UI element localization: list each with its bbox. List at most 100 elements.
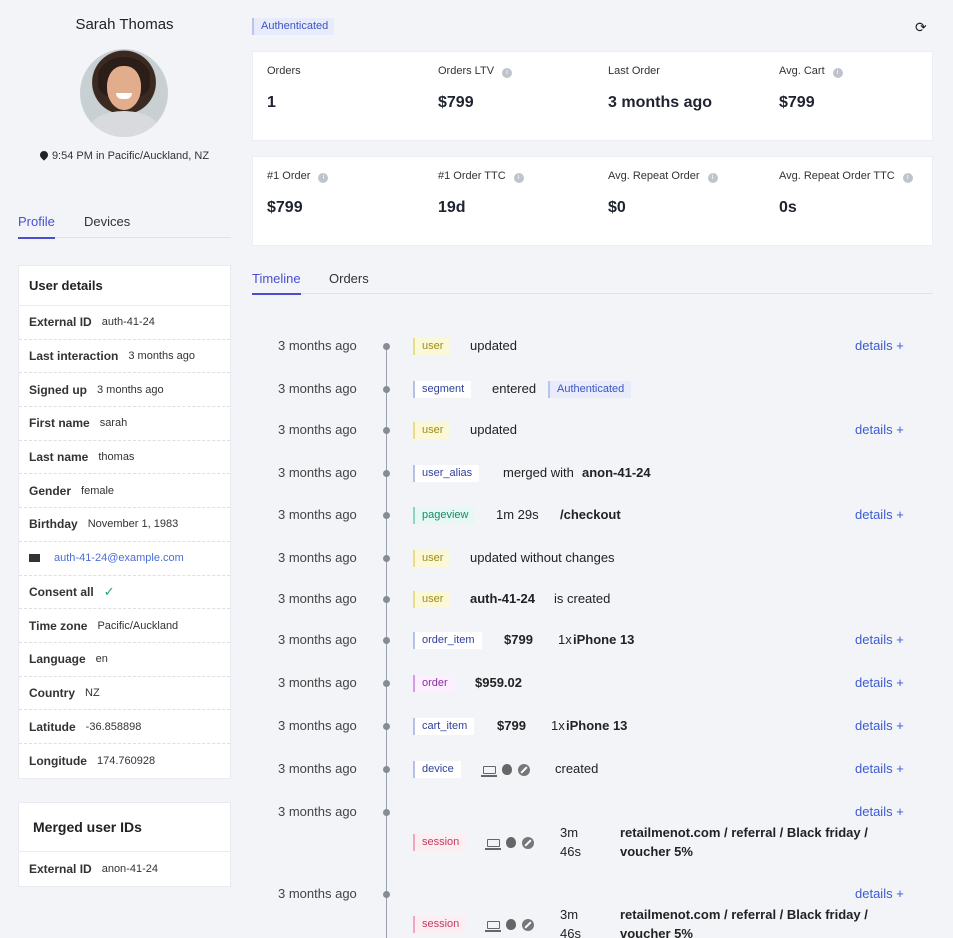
- detail-value: 3 months ago: [97, 383, 164, 396]
- detail-key: Last interaction: [29, 349, 119, 364]
- event-text: updated: [470, 338, 517, 353]
- envelope-icon: [29, 554, 40, 563]
- profile-tabs: Profile Devices: [18, 212, 231, 239]
- safari-icon: [518, 763, 530, 776]
- merged-key: External ID: [29, 861, 92, 876]
- details-link[interactable]: details +: [855, 886, 904, 901]
- event-tag: pageview: [413, 507, 476, 524]
- session-source-line: retailmenot.com / referral / Black frida…: [620, 907, 868, 922]
- device-icons: [481, 761, 536, 779]
- event-tag: user: [413, 338, 451, 355]
- stat-label: Last Order: [608, 65, 660, 77]
- details-link[interactable]: details +: [855, 507, 904, 522]
- laptop-icon: [485, 838, 501, 850]
- tab-profile[interactable]: Profile: [18, 214, 55, 239]
- details-link[interactable]: details +: [855, 675, 904, 690]
- tab-devices[interactable]: Devices: [84, 214, 131, 229]
- timeline-dot: [383, 555, 390, 562]
- info-icon[interactable]: i: [832, 68, 843, 78]
- details-link[interactable]: details +: [855, 338, 904, 353]
- event-text: updated without changes: [470, 550, 615, 565]
- session-duration-seconds: 46s: [560, 844, 581, 859]
- event-tag: user: [413, 550, 451, 567]
- detail-value: en: [95, 653, 108, 666]
- tab-timeline[interactable]: Timeline: [252, 271, 301, 295]
- merged-value: anon-41-24: [101, 862, 158, 875]
- segment-badge: Authenticated: [252, 18, 335, 35]
- stat-label-text: Orders: [267, 65, 301, 77]
- detail-value: NZ: [85, 686, 100, 699]
- stats-card-secondary: #1 Order i $799 #1 Order TTC i 19d Avg. Re…: [252, 156, 933, 246]
- session-source: retailmenot.com / referral / Black frida…: [620, 823, 890, 861]
- timeline-dot: [383, 427, 390, 434]
- event-tag: device: [413, 761, 461, 778]
- email-link[interactable]: auth-41-24@example.com: [54, 552, 184, 565]
- details-link[interactable]: details +: [855, 422, 904, 437]
- detail-row: Longitude 174.760928: [19, 744, 230, 778]
- detail-key: Language: [29, 652, 86, 667]
- device-icons: [485, 916, 540, 934]
- stat-label-text: #1 Order: [267, 170, 311, 182]
- stat-label: Avg. Repeat Order TTC i: [779, 170, 913, 183]
- info-icon[interactable]: i: [502, 68, 513, 78]
- user-details-card: User details External ID auth-41-24 Last …: [18, 265, 231, 779]
- stat-label: #1 Order i: [267, 170, 329, 183]
- stat-value: $799: [438, 94, 474, 111]
- event-tag: segment: [413, 381, 472, 398]
- event-tag: user: [413, 591, 451, 608]
- event-value: $799: [504, 632, 533, 647]
- event-tag: order_item: [413, 632, 482, 649]
- consent-row: Consent all ✓: [19, 576, 230, 610]
- session-source: retailmenot.com / referral / Black frida…: [620, 905, 890, 938]
- stat-label-text: Avg. Repeat Order: [608, 170, 700, 182]
- stat-value: 3 months ago: [608, 94, 713, 111]
- stats-card-primary: Orders 1 Orders LTV i $799 Last Order 3 m…: [252, 51, 933, 141]
- stat-value: 19d: [438, 199, 466, 216]
- detail-row: Country NZ: [19, 677, 230, 711]
- tab-orders[interactable]: Orders: [329, 271, 369, 286]
- stat-value: 1: [267, 94, 276, 111]
- details-link[interactable]: details +: [855, 632, 904, 647]
- event-text: is created: [554, 591, 611, 606]
- info-icon[interactable]: i: [513, 173, 524, 183]
- detail-row: Latitude -36.858898: [19, 710, 230, 744]
- event-tag: session: [413, 916, 467, 933]
- stat-label-text: Avg. Cart: [779, 65, 825, 77]
- refresh-icon[interactable]: ⟳: [915, 19, 927, 35]
- info-icon[interactable]: i: [707, 173, 718, 183]
- info-icon[interactable]: i: [318, 173, 329, 183]
- event-time: 3 months ago: [278, 591, 357, 606]
- details-link[interactable]: details +: [855, 761, 904, 776]
- detail-key: Signed up: [29, 382, 87, 397]
- stat-value: $799: [779, 94, 815, 111]
- event-text: merged with: [503, 465, 574, 480]
- event-product: iPhone 13: [573, 632, 635, 647]
- laptop-icon: [485, 920, 501, 932]
- merged-ids-title: Merged user IDs: [19, 803, 230, 852]
- detail-row: Time zone Pacific/Auckland: [19, 609, 230, 643]
- merged-row: External ID anon-41-24: [19, 852, 230, 886]
- event-value: $799: [497, 718, 526, 733]
- event-time: 3 months ago: [278, 422, 357, 437]
- detail-value: female: [81, 484, 115, 497]
- stat-value: 0s: [779, 199, 797, 216]
- event-time: 3 months ago: [278, 465, 357, 480]
- event-time: 3 months ago: [278, 632, 357, 647]
- details-link[interactable]: details +: [855, 804, 904, 819]
- detail-key: Gender: [29, 483, 72, 498]
- event-text: created: [555, 761, 599, 776]
- session-source-line: retailmenot.com / referral / Black frida…: [620, 825, 868, 840]
- apple-icon: [506, 919, 516, 931]
- stat-label-text: Orders LTV: [438, 65, 495, 77]
- info-icon[interactable]: i: [902, 173, 913, 183]
- detail-key: Birthday: [29, 517, 78, 532]
- event-tag: cart_item: [413, 718, 475, 735]
- safari-icon: [522, 836, 534, 849]
- detail-value: Pacific/Auckland: [97, 619, 179, 632]
- session-source-line: voucher 5%: [620, 844, 693, 859]
- event-tag: order: [413, 675, 455, 692]
- details-link[interactable]: details +: [855, 718, 904, 733]
- timeline-dot: [383, 470, 390, 477]
- map-pin-icon: [38, 149, 50, 161]
- detail-row: External ID auth-41-24: [19, 306, 230, 340]
